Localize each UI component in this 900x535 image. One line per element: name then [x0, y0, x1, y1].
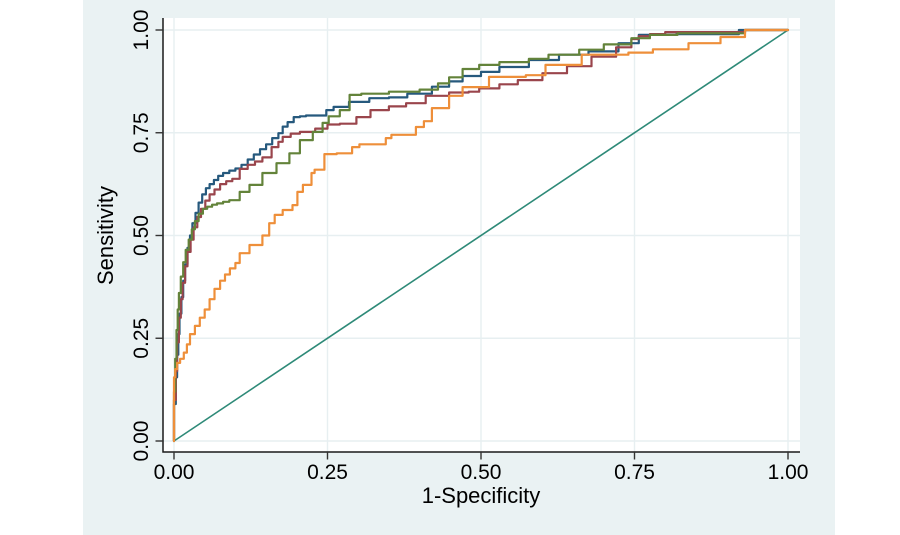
roc-curve-orange	[172, 28, 790, 443]
x-tick-label-25: 0.25	[307, 461, 348, 484]
series-group	[172, 28, 790, 443]
x-tick-label-100: 1.00	[768, 461, 809, 484]
y-tick-label-25: 0.25	[130, 318, 153, 359]
tick-marks	[155, 29, 789, 460]
y-tick-label-50: 0.50	[130, 215, 153, 256]
y-tick-label-100: 1.00	[130, 10, 153, 51]
x-tick-label-50: 0.50	[461, 461, 502, 484]
y-axis-title: Sensitivity	[93, 186, 118, 285]
x-tick-label-0: 0.00	[154, 461, 195, 484]
reference-diagonal-line	[173, 29, 789, 442]
x-tick-label-75: 0.75	[614, 461, 655, 484]
y-tick-labels: 0.00 0.25 0.50 0.75 1.00	[130, 10, 153, 462]
y-tick-label-75: 0.75	[130, 112, 153, 153]
roc-curve-maroon	[172, 28, 790, 443]
y-tick-label-0: 0.00	[130, 421, 153, 462]
roc-curve-green	[172, 28, 790, 443]
axis-lines	[162, 18, 800, 453]
x-axis-title: 1-Specificity	[422, 483, 541, 508]
x-tick-labels: 0.00 0.25 0.50 0.75 1.00	[154, 461, 809, 484]
